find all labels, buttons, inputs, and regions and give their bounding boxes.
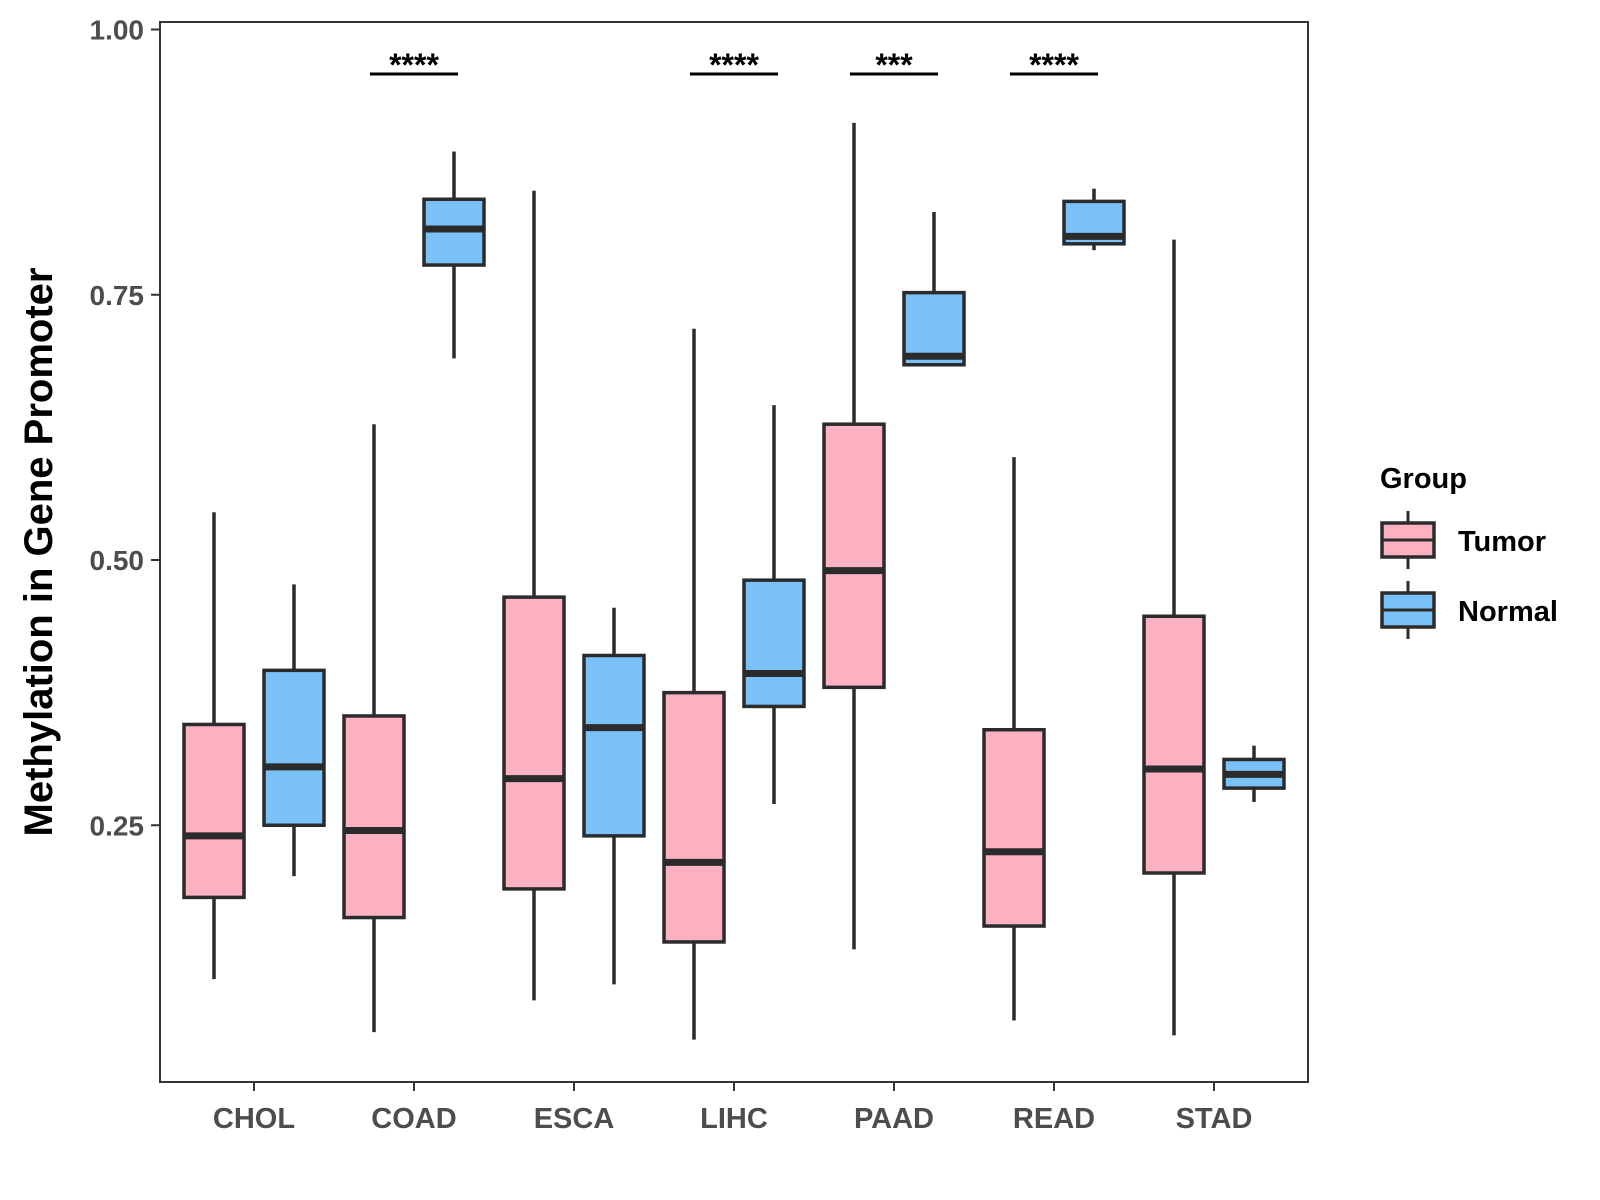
y-axis: 0.25 0.50 0.75 1.00 — [90, 15, 160, 841]
box-normal-coad — [422, 151, 486, 359]
box-iqr — [902, 290, 966, 367]
box-tumor-stad — [1142, 239, 1206, 1036]
box-iqr — [742, 578, 806, 709]
box-iqr — [982, 728, 1046, 928]
significance-label: **** — [1029, 47, 1079, 83]
plot-panel — [159, 21, 1309, 1083]
box-iqr — [822, 422, 886, 690]
box-iqr — [262, 668, 326, 827]
significance-read: **** — [1010, 47, 1098, 83]
box-tumor-coad — [342, 424, 406, 1033]
x-tick-label: STAD — [1176, 1103, 1253, 1135]
box-tumor-chol — [182, 512, 246, 980]
box-iqr — [582, 653, 646, 838]
legend-entry-tumor: Tumor — [1380, 511, 1546, 569]
box-tumor-lihc — [662, 328, 726, 1040]
x-tick-label: LIHC — [700, 1103, 768, 1135]
box-normal-stad — [1222, 745, 1286, 802]
y-axis-title: Methylation in Gene Promoter — [17, 268, 61, 837]
box-normal-paad — [902, 211, 966, 367]
significance-annotations: **** **** *** **** — [370, 47, 1098, 83]
significance-coad: **** — [370, 47, 458, 83]
box-normal-read — [1062, 188, 1126, 251]
box-iqr — [662, 690, 726, 944]
x-tick-label: COAD — [371, 1103, 456, 1135]
box-iqr — [502, 595, 566, 891]
box-normal-esca — [582, 607, 646, 985]
box-tumor-esca — [502, 190, 566, 1001]
boxes — [182, 122, 1286, 1040]
box-tumor-read — [982, 457, 1046, 1021]
box-iqr — [182, 722, 246, 900]
box-tumor-paad — [822, 122, 886, 950]
y-tick-label: 0.25 — [90, 810, 145, 841]
x-tick-label: CHOL — [213, 1103, 295, 1135]
significance-paad: *** — [850, 47, 938, 83]
x-tick-label: PAAD — [854, 1103, 934, 1135]
significance-label: **** — [389, 47, 439, 83]
box-iqr — [342, 714, 406, 920]
box-normal-lihc — [742, 405, 806, 805]
significance-label: *** — [875, 47, 913, 83]
x-tick-label: READ — [1013, 1103, 1095, 1135]
legend-title: Group — [1380, 463, 1467, 495]
legend-label: Tumor — [1458, 526, 1546, 558]
legend-label: Normal — [1458, 596, 1558, 628]
y-tick-label: 1.00 — [90, 15, 145, 46]
y-tick-label: 0.50 — [90, 545, 145, 576]
x-tick-label: ESCA — [534, 1103, 615, 1135]
legend-entry-normal: Normal — [1380, 581, 1558, 639]
box-normal-chol — [262, 584, 326, 877]
x-axis: CHOL COAD ESCA LIHC PAAD READ STAD — [213, 1082, 1252, 1135]
significance-label: **** — [709, 47, 759, 83]
y-tick-label: 0.75 — [90, 280, 145, 311]
significance-lihc: **** — [690, 47, 778, 83]
legend: Group Tumor Normal — [1380, 463, 1558, 639]
box-iqr — [1142, 614, 1206, 875]
